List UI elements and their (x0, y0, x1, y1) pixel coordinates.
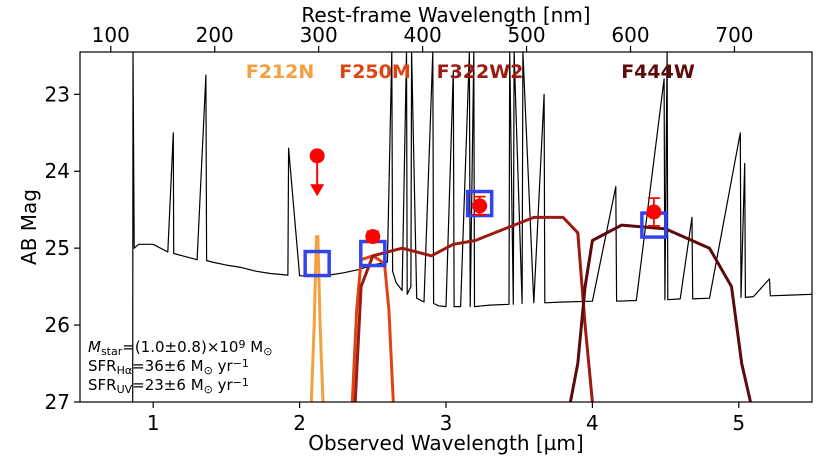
annotation-part: UV (117, 383, 133, 396)
x2-tick-label: 700 (715, 23, 753, 47)
annotation-part: −1 (233, 376, 249, 389)
filter-label: F250M (339, 61, 411, 83)
x2-tick-label: 200 (196, 23, 234, 47)
photometry-point (646, 204, 662, 220)
filter-label: F322W2 (437, 61, 524, 83)
x-tick-label: 2 (293, 411, 306, 435)
annotation-part: ⊙ (204, 364, 213, 377)
x2-tick-label: 500 (507, 23, 545, 47)
annotation: SFRHα=36±6 M⊙ yr−1 (88, 357, 249, 377)
annotation: Mstar=(1.0±0.8)×109 M⊙ (88, 338, 272, 358)
model-square (303, 249, 331, 278)
annotation-part: SFR (88, 376, 117, 394)
y-tick-label: 23 (45, 82, 70, 106)
filter-curve (353, 215, 594, 402)
x-axis-label: Observed Wavelength [µm] (308, 431, 583, 455)
annotation-part: =(1.0±0.8)×10 (122, 338, 238, 356)
annotation-part: yr (213, 357, 234, 375)
photometry-point (472, 198, 488, 214)
x2-axis-label: Rest-frame Wavelength [nm] (301, 3, 590, 27)
annotation-part: =23±6 M (132, 376, 203, 394)
annotation-part: yr (213, 376, 234, 394)
annotation-part: Hα (117, 364, 133, 377)
arrow-head (310, 184, 325, 197)
filter-label: F212N (246, 61, 315, 83)
annotation-part: SFR (88, 357, 117, 375)
y-tick-label: 24 (45, 159, 70, 183)
filter-curve (568, 223, 752, 402)
annotation: SFRUV=23±6 M⊙ yr−1 (88, 376, 249, 396)
annotation-part: ⊙ (204, 383, 213, 396)
y-tick-label: 27 (45, 390, 70, 414)
x-tick-label: 4 (586, 411, 599, 435)
annotation-part: star (101, 345, 123, 358)
y-axis-label: AB Mag (17, 189, 41, 265)
annotation-part: ⊙ (263, 345, 272, 358)
annotation-part: −1 (233, 357, 249, 370)
y-tick-label: 25 (45, 236, 70, 260)
x-tick-label: 1 (147, 411, 160, 435)
annotation-part: M (88, 338, 101, 356)
x-tick-label: 5 (732, 411, 745, 435)
photometry-point (309, 148, 325, 164)
photometry-point (365, 229, 381, 245)
annotation-part: 9 (238, 338, 245, 351)
annotation-part: =36±6 M (132, 357, 203, 375)
filter-label: F444W (621, 61, 695, 83)
filter-curve (309, 235, 325, 402)
annotation-part: M (245, 338, 263, 356)
x2-tick-label: 300 (300, 23, 338, 47)
x-tick-label: 3 (440, 411, 453, 435)
y-tick-label: 26 (45, 313, 70, 337)
x2-tick-label: 100 (92, 23, 130, 47)
x2-tick-label: 400 (404, 23, 442, 47)
x2-tick-label: 600 (611, 23, 649, 47)
